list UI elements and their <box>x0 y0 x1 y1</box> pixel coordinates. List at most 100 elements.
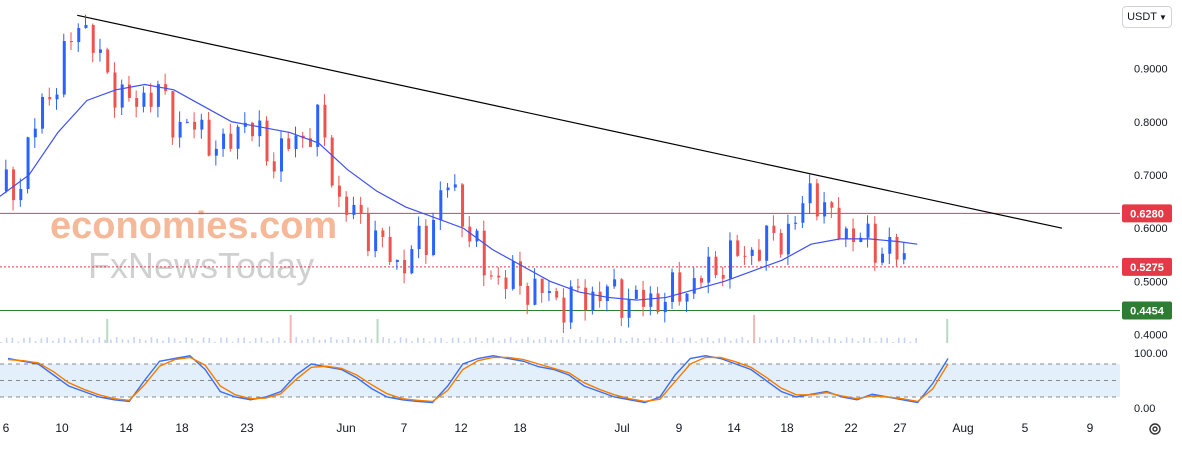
x-tick-label-12: 18 <box>780 421 794 435</box>
candle-body <box>888 237 892 254</box>
price-levels <box>0 212 1120 312</box>
candle-body <box>678 272 682 302</box>
y-tick-label-5: 0.9000 <box>1134 64 1168 76</box>
candle-body <box>779 232 783 255</box>
volume-bar <box>46 337 48 343</box>
volume-bar <box>602 338 605 343</box>
candle-body <box>881 253 885 263</box>
candle-body <box>287 138 291 150</box>
volume-bar <box>451 337 454 343</box>
candle-body <box>337 185 341 197</box>
volume-bar <box>324 339 327 343</box>
candle-body <box>757 249 761 261</box>
volume-spike <box>946 319 949 343</box>
candle-body <box>786 223 790 255</box>
candle-body <box>77 28 81 43</box>
candle-body <box>149 92 153 107</box>
price-level-label-1: 0.5275 <box>1130 262 1164 274</box>
candle-body <box>4 169 8 191</box>
volume-bar <box>278 337 280 343</box>
volume-bar <box>573 339 576 343</box>
candle-body <box>461 184 465 227</box>
volume-bar <box>648 337 651 343</box>
volume-bar <box>590 340 593 343</box>
volume-bar <box>654 337 657 343</box>
candle-body <box>156 84 160 107</box>
volume-bar <box>422 337 425 343</box>
candle-body <box>70 41 73 43</box>
stochastic-band <box>0 363 1120 398</box>
candle-body <box>591 291 595 310</box>
candle-body <box>562 297 566 323</box>
volume-bar <box>787 339 790 343</box>
candle-body <box>178 121 182 138</box>
candle-body <box>185 121 189 123</box>
volume-bar <box>851 338 854 343</box>
candle-body <box>48 96 52 100</box>
candle-body <box>721 274 725 279</box>
volume-bar <box>480 341 483 343</box>
volume-bar <box>139 338 141 343</box>
candle-body <box>866 223 870 238</box>
candle-body <box>671 272 675 302</box>
volume-bar <box>11 337 14 343</box>
currency-selector[interactable]: USDT ▼ <box>1122 6 1172 28</box>
volume-bar <box>579 337 581 343</box>
volume-bar <box>40 338 43 343</box>
candle-body <box>142 92 146 107</box>
trendline-line <box>77 14 1063 229</box>
volume-bar <box>724 337 726 343</box>
candle-body <box>823 202 827 217</box>
volume-bar <box>805 340 807 343</box>
volume-spike <box>376 319 379 343</box>
candle-body <box>323 104 327 138</box>
candle-body <box>490 275 493 277</box>
stoch-y-tick-label-1: 100.00 <box>1134 348 1168 360</box>
volume-bar <box>619 338 622 343</box>
volume-bar <box>179 340 182 343</box>
candle-body <box>468 226 472 242</box>
settings-icon[interactable] <box>1146 420 1164 438</box>
moving-average <box>0 83 918 301</box>
candle-body <box>497 275 501 278</box>
volume-bar <box>399 337 402 343</box>
volume-bar <box>237 337 240 343</box>
watermark-line1: economies.com <box>50 205 337 247</box>
candle-body <box>700 278 703 283</box>
candle-body <box>540 278 544 293</box>
candle-body <box>808 183 812 204</box>
volume-bar <box>173 338 176 343</box>
volume-bar <box>127 339 130 343</box>
volume-bar <box>336 339 338 343</box>
volume-bar <box>457 337 460 343</box>
candle-body <box>91 24 95 53</box>
volume-bar <box>364 337 367 343</box>
x-tick-label-15: Aug <box>952 421 973 435</box>
volume-bar <box>341 339 344 343</box>
volume-bar <box>52 340 54 343</box>
stoch-y-tick-label-0: 0.00 <box>1134 403 1155 415</box>
y-tick-label-3: 0.7000 <box>1134 170 1168 182</box>
x-tick-label-9: Jul <box>614 421 629 435</box>
volume-bar <box>840 340 842 343</box>
candle-body <box>714 256 718 275</box>
price-level-labels: 0.6280 0.5275 0.4454 <box>1122 204 1172 320</box>
x-tick-label-4: 23 <box>240 421 254 435</box>
candle-body <box>417 225 421 250</box>
candle-body <box>902 253 906 260</box>
candle-body <box>526 285 530 305</box>
volume-bar <box>411 341 413 343</box>
candle-body <box>446 187 450 191</box>
volume-bar <box>353 339 355 343</box>
volume-bar <box>115 337 118 343</box>
candle-body <box>852 228 856 242</box>
volume-bar <box>672 337 674 343</box>
candle-body <box>381 230 385 237</box>
volume-bar <box>196 341 199 343</box>
volume-bar <box>782 339 784 343</box>
volume-bar <box>434 337 437 343</box>
price-level-label-0: 0.6280 <box>1130 208 1164 220</box>
volume-bar <box>34 341 37 343</box>
